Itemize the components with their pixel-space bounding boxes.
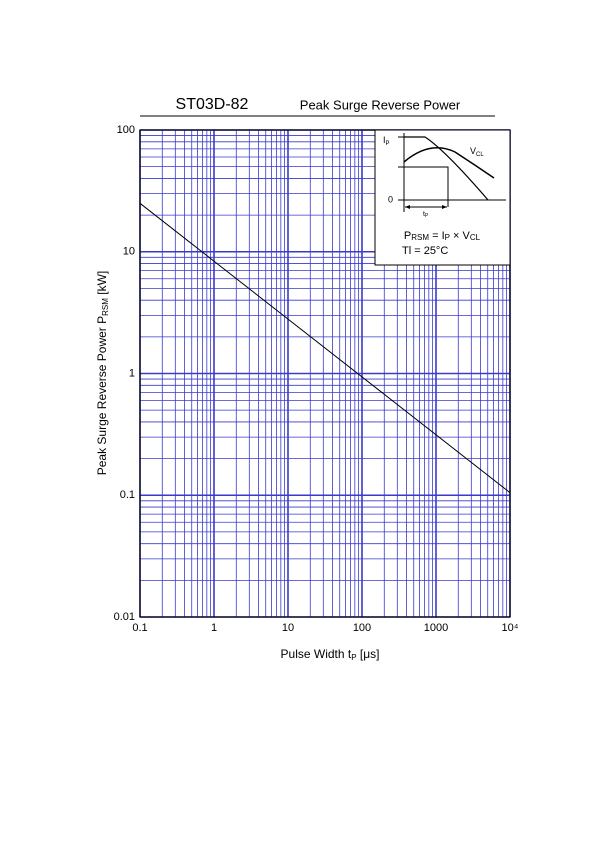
inset-voltage [403,147,495,179]
f-part: P [404,230,411,242]
x-tick-label: 1 [211,622,217,634]
y-label-sub: RSM [101,298,110,316]
y-label-text: Peak Surge Reverse Power P [95,316,109,475]
line-series [139,202,511,494]
inset-box [374,129,511,266]
inset-zero: 0 [388,194,393,204]
inset-current [404,136,489,201]
inset-tp: tP [423,211,429,219]
y-tick-label: 100 [117,124,135,136]
inset-formula: PRSM = IP × VCL [404,230,481,242]
inset-tp-sub: P [425,213,429,219]
x-label-sub: P [351,653,356,662]
y-tick-label: 10 [123,246,135,258]
f-part: = I [429,230,445,242]
f-sub: RSM [411,233,429,242]
inset-vcl-sub: CL [476,152,484,158]
chart-subtitle: Peak Surge Reverse Power [300,97,461,112]
inset-arrowheads [405,205,447,209]
inset-tp-text: t [423,211,425,218]
inset-vcl-text: V [470,146,476,156]
x-tick-label: 1000 [424,622,448,634]
x-tick-label: 100 [353,622,371,634]
inset-half [398,166,449,207]
f-sub: CL [470,233,481,242]
f-part: × V [450,230,471,242]
y-tick-label: 0.01 [114,611,135,623]
chart-title: ST03D-82 [176,96,249,113]
inset-ip: IP [383,135,390,146]
inset-ip-text: I [383,135,386,145]
y-label-unit: [kW] [95,271,109,298]
x-tick-label: 10⁴ [502,622,519,634]
x-tick-label: 10 [282,622,294,634]
x-label-text: Pulse Width t [281,647,352,661]
f-sub: P [445,233,450,242]
grid [139,129,511,618]
inset-ip-sub: P [386,141,390,147]
x-axis-label: Pulse Width tP [μs] [281,647,380,662]
plot [139,202,511,494]
inset: IP VCL 0 tP PRSM = IP × VCL Tl = 25°C [374,129,511,266]
x-label-unit: [μs] [357,647,380,661]
inset-temp: Tl = 25°C [402,245,448,257]
y-tick-label: 1 [129,367,135,379]
y-axis-label: Peak Surge Reverse Power PRSM [kW] [95,271,110,476]
inset-vcl: VCL [470,146,484,157]
plot-frame [139,129,511,618]
y-tick-label: 0.1 [120,489,135,501]
x-tick-label: 0.1 [132,622,147,634]
